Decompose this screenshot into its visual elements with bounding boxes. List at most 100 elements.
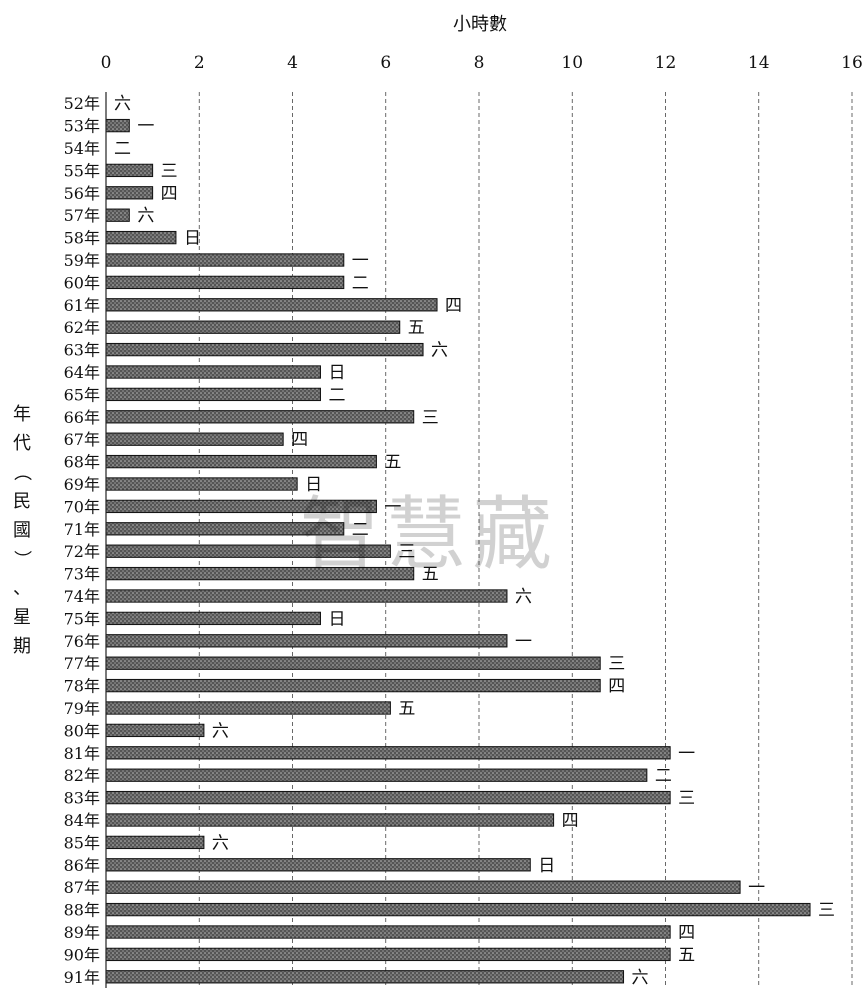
y-axis-title-char: （ <box>11 463 32 481</box>
weekday-label: 六 <box>431 341 448 361</box>
bar <box>105 298 438 312</box>
y-axis-title-char: 星 <box>13 607 31 628</box>
weekday-label: 一 <box>515 632 532 652</box>
bar <box>105 678 601 693</box>
category-label: 70年 <box>64 497 100 516</box>
category-label: 66年 <box>64 408 100 427</box>
bar <box>105 947 671 962</box>
bar <box>105 499 377 514</box>
category-label: 80年 <box>64 721 100 740</box>
category-label: 62年 <box>64 318 100 337</box>
weekday-label: 六 <box>114 94 131 114</box>
weekday-label: 二 <box>655 766 672 786</box>
category-label: 64年 <box>64 363 100 382</box>
gridlines <box>198 92 853 988</box>
bar <box>105 589 508 603</box>
x-tick-label: 6 <box>380 53 391 73</box>
category-label: 88年 <box>64 901 100 920</box>
weekday-label: 二 <box>328 385 345 405</box>
weekday-label: 三 <box>398 542 415 562</box>
weekday-label: 三 <box>678 789 695 809</box>
weekday-label: 六 <box>515 587 532 607</box>
weekday-label: 一 <box>137 117 154 137</box>
category-label: 74年 <box>64 587 100 606</box>
weekday-label: 三 <box>161 161 178 181</box>
bar <box>105 477 298 491</box>
bar <box>105 925 671 939</box>
category-label: 56年 <box>64 184 100 203</box>
y-axis-title-char: ） <box>11 550 32 568</box>
x-tick-label: 0 <box>101 53 112 73</box>
category-label: 86年 <box>64 856 100 875</box>
bar <box>105 118 130 133</box>
weekday-label: 日 <box>305 475 322 495</box>
bar <box>105 163 154 178</box>
weekday-label: 五 <box>422 565 439 585</box>
bars <box>105 118 811 984</box>
category-label: 78年 <box>64 677 100 696</box>
category-label: 76年 <box>64 632 100 651</box>
weekday-label: 四 <box>161 184 178 204</box>
bar <box>105 723 205 738</box>
x-tick-label: 12 <box>655 53 677 73</box>
category-label: 84年 <box>64 811 100 830</box>
y-axis-title-char: 、 <box>13 578 31 599</box>
bar <box>105 701 391 715</box>
bar <box>105 522 345 536</box>
category-label: 83年 <box>64 789 100 808</box>
weekday-label: 二 <box>352 520 369 540</box>
x-tick-label: 8 <box>474 53 485 73</box>
weekday-label: 日 <box>184 229 201 249</box>
weekday-label: 五 <box>398 699 415 719</box>
bar <box>105 432 284 446</box>
y-axis-title: 年代 （ 民國 ） 、星期 <box>11 404 32 657</box>
weekday-label: 三 <box>608 654 625 674</box>
category-label: 59年 <box>64 251 100 270</box>
weekday-label: 二 <box>114 139 131 159</box>
bar <box>105 880 741 894</box>
x-tick-label: 16 <box>841 53 863 73</box>
category-label: 65年 <box>64 385 100 404</box>
category-label: 63年 <box>64 341 100 360</box>
category-label: 67年 <box>64 430 100 449</box>
category-label: 71年 <box>64 520 100 539</box>
category-label: 54年 <box>64 139 100 158</box>
bar <box>105 410 415 424</box>
weekday-label: 三 <box>818 901 835 921</box>
bar <box>105 970 625 984</box>
weekday-label: 六 <box>137 206 154 226</box>
y-axis-title-char: 期 <box>13 636 31 657</box>
weekday-label: 四 <box>445 296 462 316</box>
category-label: 69年 <box>64 475 100 494</box>
bar <box>105 544 391 558</box>
category-label: 89年 <box>64 923 100 942</box>
x-tick-labels: 0 2 4 6 8 10 12 14 16 <box>101 53 863 73</box>
category-label: 73年 <box>64 565 100 584</box>
bar <box>105 365 321 379</box>
category-label: 68年 <box>64 453 100 472</box>
x-axis-title: 小時數 <box>453 14 507 35</box>
weekday-label: 一 <box>678 744 695 764</box>
category-label: 75年 <box>64 609 100 628</box>
bar <box>105 342 424 357</box>
y-axis-title-char: 年 <box>13 404 31 425</box>
category-label: 85年 <box>64 833 100 852</box>
bar <box>105 768 648 782</box>
weekday-label: 日 <box>328 609 345 629</box>
category-label: 87年 <box>64 878 100 897</box>
bar <box>105 454 377 469</box>
weekday-label: 一 <box>748 878 765 898</box>
category-labels: 52年 53年 54年 55年 56年 57年 58年 59年 60年 61年 62年 63年 64年 6… <box>64 94 100 987</box>
category-label: 61年 <box>64 296 100 315</box>
bar <box>105 902 811 917</box>
bar <box>105 858 531 872</box>
weekday-label: 三 <box>422 408 439 428</box>
y-axis-title-char: 國 <box>13 520 31 541</box>
bar <box>105 253 345 267</box>
weekday-label: 日 <box>538 856 555 876</box>
bar <box>105 813 555 827</box>
category-label: 77年 <box>64 654 100 673</box>
category-label: 52年 <box>64 94 100 113</box>
